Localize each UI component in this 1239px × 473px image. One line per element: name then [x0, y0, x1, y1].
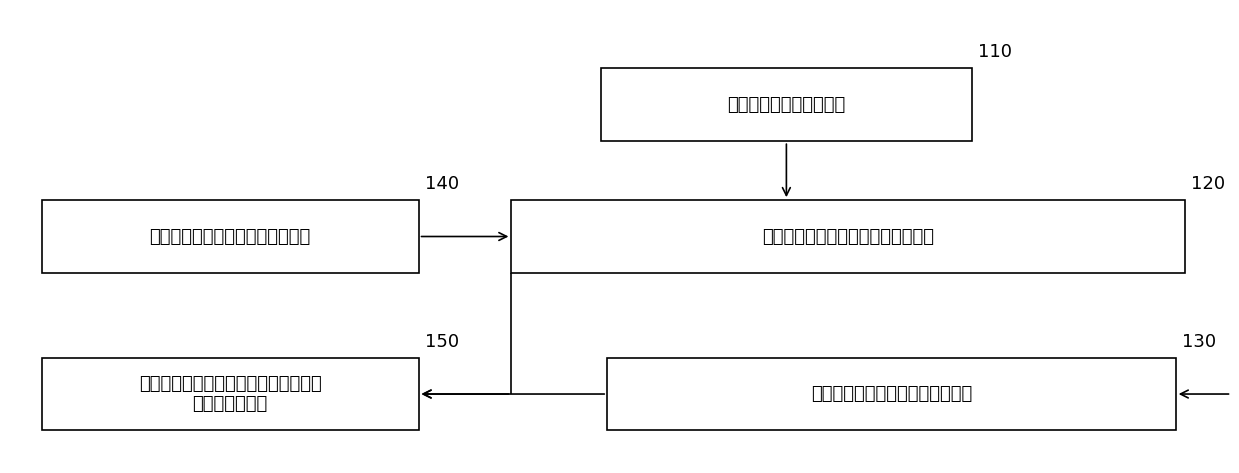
- Text: 建立存储规则的数据结构: 建立存储规则的数据结构: [727, 96, 845, 114]
- Text: 对规则集进行解析并获取局部数据结构
和规则进行转发: 对规则集进行解析并获取局部数据结构 和规则进行转发: [139, 375, 321, 413]
- FancyBboxPatch shape: [601, 69, 971, 141]
- Text: 150: 150: [425, 333, 458, 350]
- Text: 140: 140: [425, 175, 458, 193]
- FancyBboxPatch shape: [42, 200, 419, 273]
- FancyBboxPatch shape: [607, 358, 1176, 430]
- FancyBboxPatch shape: [512, 200, 1184, 273]
- Text: 120: 120: [1191, 175, 1225, 193]
- Text: 根据规则集对源数据进行场景分类: 根据规则集对源数据进行场景分类: [810, 385, 973, 403]
- FancyBboxPatch shape: [42, 358, 419, 430]
- Text: 通过数据结构形成确定主题的规则集: 通过数据结构形成确定主题的规则集: [762, 228, 934, 245]
- Text: 对规则集进行解析并更新存储规则: 对规则集进行解析并更新存储规则: [150, 228, 311, 245]
- Text: 130: 130: [1182, 333, 1217, 350]
- Text: 110: 110: [978, 44, 1012, 61]
